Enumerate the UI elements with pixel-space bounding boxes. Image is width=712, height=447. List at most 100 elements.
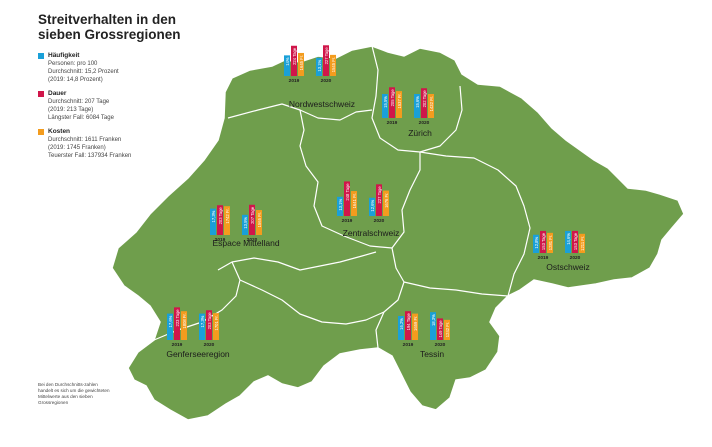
bar-haeufigkeit xyxy=(533,234,539,253)
bar-value-label: 1742 Fr. xyxy=(225,208,230,223)
legend: Häufigkeit Personen: pro 100 Durchschnit… xyxy=(38,52,168,166)
footnote: Bei den Durchschnitts-zahlen handelt es … xyxy=(38,382,110,405)
bar-value-label: 1808 Fr. xyxy=(182,313,187,328)
legend-line: Durchschnitt: 1611 Franken xyxy=(48,137,122,143)
bar-value-label: 13,1% xyxy=(338,199,343,211)
bar-kosten xyxy=(412,313,418,340)
legend-dauer: Dauer Durchschnitt: 207 Tage (2019: 213 … xyxy=(38,90,168,122)
legend-swatch-kosten xyxy=(38,129,44,135)
bar-value-label: 1537 Fr. xyxy=(397,93,402,108)
bar-dauer xyxy=(249,204,255,235)
bar-value-label: 1211 Fr. xyxy=(580,236,585,251)
bar-haeufigkeit xyxy=(199,313,205,340)
bar-value-label: 16,2% xyxy=(399,318,404,330)
year-label: 2020 xyxy=(321,78,332,84)
switzerland-outline xyxy=(111,45,685,421)
year-label: 2019 xyxy=(289,78,300,84)
bar-kosten xyxy=(181,311,187,340)
legend-haeufigkeit: Häufigkeit Personen: pro 100 Durchschnit… xyxy=(38,52,168,84)
bar-kosten xyxy=(256,210,262,235)
page-title: Streitverhalten in den sieben Grossregio… xyxy=(38,12,181,42)
legend-title: Häufigkeit xyxy=(48,52,80,59)
region-label: Ostschweiz xyxy=(546,262,589,272)
legend-line: Teuerster Fall: 137934 Franken xyxy=(48,153,132,159)
bar-dauer xyxy=(206,310,212,340)
bar-value-label: 1242 Fr. xyxy=(445,322,450,337)
bar-dauer xyxy=(389,87,395,118)
bar-haeufigkeit xyxy=(167,313,173,340)
bar-dauer xyxy=(376,184,382,216)
legend-line: (2019: 213 Tage) xyxy=(48,107,94,113)
bar-kosten xyxy=(351,191,357,216)
legend-swatch-haeufigkeit xyxy=(38,53,44,59)
bar-value-label: 153 Tage xyxy=(541,232,546,250)
bar-dauer xyxy=(540,230,546,253)
legend-title: Dauer xyxy=(48,90,67,97)
bar-value-label: 15,6% xyxy=(415,96,420,108)
region-label: Espace Mittelland xyxy=(212,238,279,248)
bar-value-label: 202 Tage xyxy=(422,90,427,108)
bar-value-label: 223 Tage xyxy=(175,309,180,327)
bar-value-label: 14,6% xyxy=(566,233,571,245)
year-label: 2019 xyxy=(172,342,183,348)
year-label: 2019 xyxy=(215,237,226,243)
bar-value-label: 1641 Fr. xyxy=(352,193,357,208)
bar-value-label: 17,3% xyxy=(200,315,205,327)
bar-value-label: 13,1% xyxy=(317,59,322,71)
bar-value-label: 149 Tage xyxy=(438,320,443,338)
bar-value-label: 227 Tage xyxy=(324,47,329,65)
bar-dauer xyxy=(437,318,443,340)
year-label: 2020 xyxy=(247,237,258,243)
legend-line: Durchschnitt: 15,2 Prozent xyxy=(48,69,119,75)
bar-dauer xyxy=(405,311,411,340)
region-label: Zentralschweiz xyxy=(343,228,400,238)
year-label: 2019 xyxy=(538,255,549,261)
year-label: 2019 xyxy=(403,342,414,348)
region-label: Zürich xyxy=(408,128,432,138)
bar-dauer xyxy=(421,88,427,118)
year-label: 2020 xyxy=(419,120,430,126)
region-label: Genferseeregion xyxy=(166,349,230,359)
bar-value-label: 1701 Fr. xyxy=(214,315,219,330)
bar-kosten xyxy=(383,190,389,216)
bar-value-label: 1281 Fr. xyxy=(548,235,553,250)
bar-value-label: 224 Tage xyxy=(292,47,297,65)
bar-haeufigkeit xyxy=(210,208,216,235)
year-label: 2020 xyxy=(570,255,581,261)
bar-value-label: 14% xyxy=(285,57,290,66)
bar-value-label: 248 Tage xyxy=(345,183,350,201)
bar-value-label: 194 Tage xyxy=(406,313,411,331)
bar-haeufigkeit xyxy=(369,197,375,216)
legend-swatch-dauer xyxy=(38,91,44,97)
bar-value-label: 203 Tage xyxy=(207,312,212,330)
bar-value-label: 1659 Fr. xyxy=(413,316,418,331)
bar-value-label: 12,8% xyxy=(534,236,539,248)
bar-kosten xyxy=(396,91,402,118)
bar-haeufigkeit xyxy=(284,55,290,76)
bar-value-label: 153 Tage xyxy=(573,232,578,250)
bar-dauer xyxy=(344,181,350,216)
bar-value-label: 1565 Fr. xyxy=(257,212,262,227)
year-label: 2019 xyxy=(342,218,353,224)
region-label: Tessin xyxy=(420,349,444,359)
bar-value-label: 205 Tage xyxy=(390,89,395,107)
bar-kosten xyxy=(547,232,553,253)
bar-haeufigkeit xyxy=(565,230,571,253)
bar-haeufigkeit xyxy=(242,214,248,235)
bar-kosten xyxy=(444,319,450,340)
bar-haeufigkeit xyxy=(398,316,404,340)
bar-haeufigkeit xyxy=(382,94,388,118)
bar-kosten xyxy=(330,54,336,76)
bar-kosten xyxy=(298,52,304,76)
bar-haeufigkeit xyxy=(414,94,420,118)
bar-kosten xyxy=(428,94,434,118)
legend-kosten: Kosten Durchschnitt: 1611 Franken (2019:… xyxy=(38,128,168,160)
legend-line: Durchschnitt: 207 Tage xyxy=(48,99,110,105)
legend-line: Personen: pro 100 xyxy=(48,61,98,67)
bar-dauer xyxy=(323,45,329,76)
legend-title: Kosten xyxy=(48,128,71,135)
bar-value-label: 12,6% xyxy=(370,199,375,211)
bar-value-label: 17,3% xyxy=(211,210,216,222)
bar-value-label: 1676 Fr. xyxy=(384,193,389,208)
